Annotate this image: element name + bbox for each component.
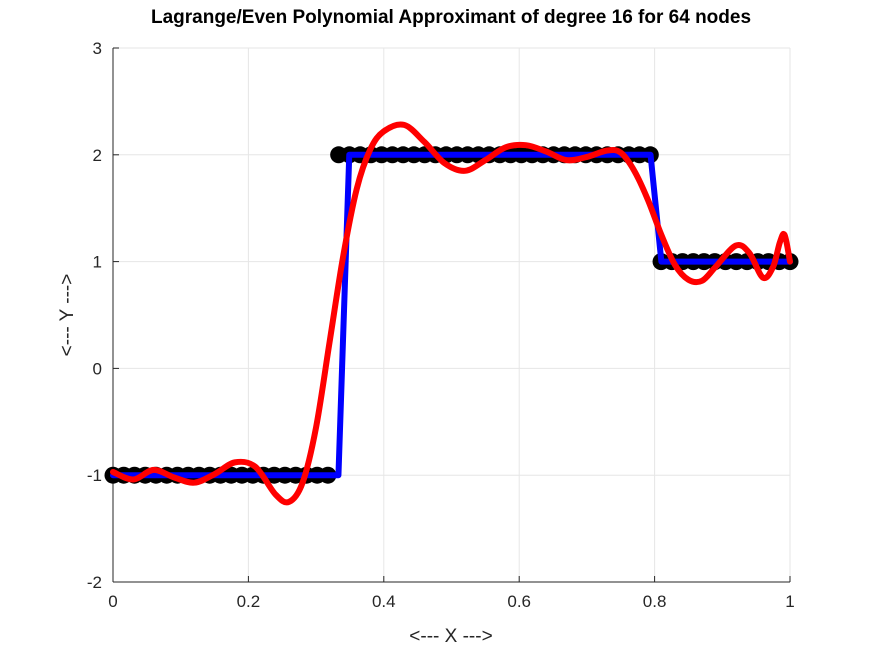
x-tick-label-0: 0 <box>108 592 117 611</box>
x-tick-label-3: 0.6 <box>507 592 531 611</box>
y-tick-label-2: 0 <box>93 359 102 378</box>
y-tick-label-5: 3 <box>93 39 102 58</box>
x-tick-label-1: 0.2 <box>237 592 261 611</box>
chart-title: Lagrange/Even Polynomial Approximant of … <box>151 7 751 28</box>
tick-labels: 0 0.2 0.4 0.6 0.8 1 -2 -1 0 1 2 3 <box>87 39 795 611</box>
plot-area <box>113 48 790 582</box>
x-axis-label: <--- X ---> <box>409 626 492 647</box>
y-axis-label: <--- Y ---> <box>57 274 78 357</box>
x-tick-label-2: 0.4 <box>372 592 396 611</box>
y-tick-label-3: 1 <box>93 253 102 272</box>
series-lines <box>110 121 793 506</box>
y-tick-label-0: -2 <box>87 573 102 592</box>
series-step-line <box>110 151 793 479</box>
y-tick-label-4: 2 <box>93 146 102 165</box>
y-tick-label-1: -1 <box>87 466 102 485</box>
x-tick-label-4: 0.8 <box>643 592 667 611</box>
series-polynomial-curve <box>110 121 793 506</box>
x-tick-label-5: 1 <box>785 592 794 611</box>
